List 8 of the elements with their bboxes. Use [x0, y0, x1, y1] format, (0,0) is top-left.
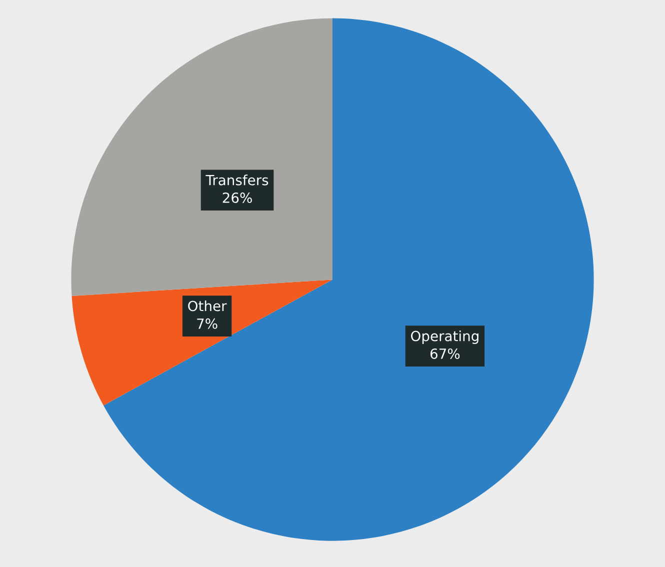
- pie-slice: [71, 18, 332, 296]
- pie-slice: [104, 18, 594, 541]
- data-label: 7%: [197, 318, 218, 329]
- data-label: 67%: [430, 348, 460, 359]
- slice-label: Operating: [411, 330, 478, 344]
- slice-label: Transfers: [206, 174, 268, 186]
- slice-label: Other: [188, 300, 227, 312]
- data-label: 26%: [222, 192, 252, 204]
